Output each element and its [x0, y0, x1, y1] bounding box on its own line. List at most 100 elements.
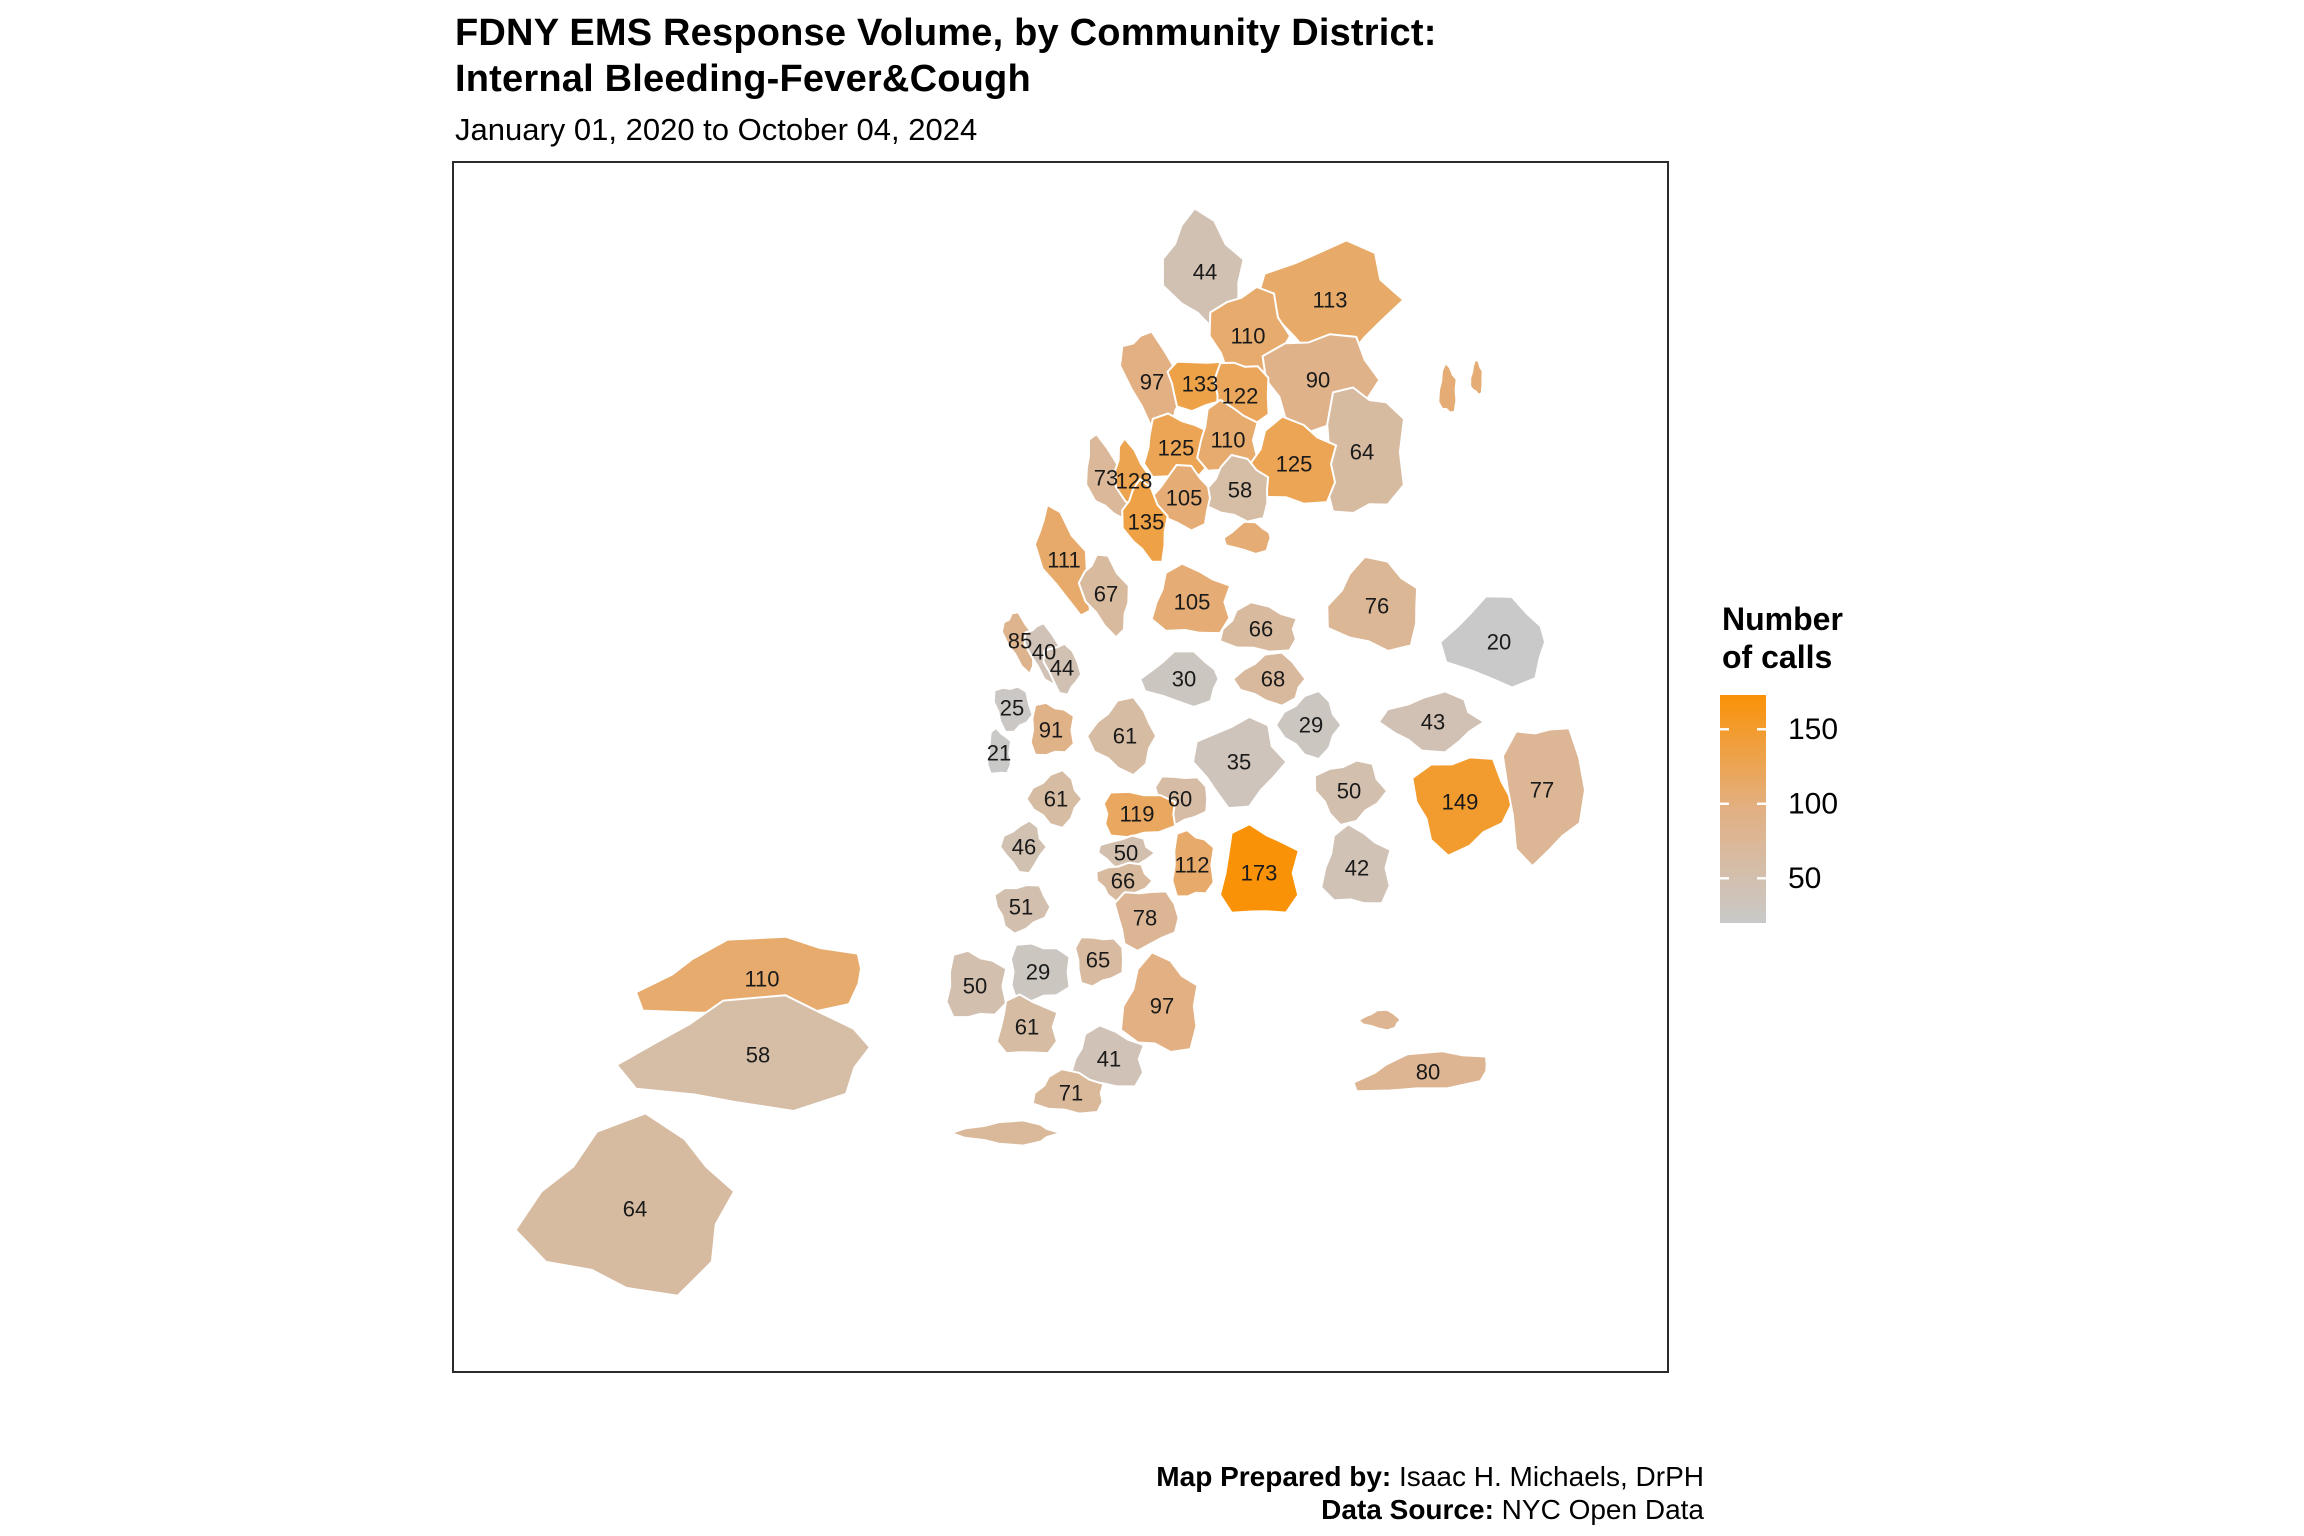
- district-shape: [1150, 562, 1232, 635]
- district-label: 61: [1113, 724, 1137, 749]
- figure-footer: Map Prepared by: Isaac H. Michaels, DrPH…: [1156, 1460, 1704, 1526]
- district-label: 122: [1222, 384, 1259, 409]
- district-shape: [1411, 756, 1514, 857]
- district-label: 133: [1182, 372, 1219, 397]
- legend-title-line1: Number: [1722, 601, 1843, 637]
- district-label: 46: [1012, 835, 1036, 860]
- district-label: 30: [1172, 667, 1196, 692]
- islet-shape: [950, 1119, 1061, 1147]
- footer-prepared-label: Map Prepared by:: [1156, 1461, 1392, 1492]
- district-label: 149: [1442, 790, 1479, 815]
- district-shape: [1029, 701, 1075, 757]
- district-label: 112: [1174, 853, 1209, 878]
- district-label: 64: [623, 1197, 647, 1222]
- district-label: 105: [1166, 486, 1203, 511]
- district-label: 41: [1097, 1047, 1121, 1072]
- district-label: 76: [1365, 594, 1389, 619]
- district-label: 97: [1140, 370, 1164, 395]
- district-label: 91: [1039, 718, 1063, 743]
- footer-prepared-line: Map Prepared by: Isaac H. Michaels, DrPH: [1156, 1460, 1704, 1493]
- district-shape: [1119, 330, 1184, 441]
- district-label: 135: [1128, 510, 1165, 535]
- district-label: 65: [1086, 948, 1110, 973]
- district-shape: [1086, 696, 1158, 777]
- district-shape: [1171, 829, 1215, 898]
- district-shape: [995, 993, 1059, 1055]
- district-shape: [1352, 1050, 1488, 1093]
- district-shape: [1102, 790, 1177, 839]
- district-shape: [514, 1112, 736, 1297]
- district-shape: [1218, 601, 1298, 653]
- district-label: 51: [1009, 895, 1033, 920]
- district-shape: [1501, 727, 1586, 868]
- district-shapes-layer: [514, 207, 1586, 1297]
- district-shape: [1074, 936, 1124, 988]
- figure-title-line2: Internal Bleeding-Fever&Cough: [455, 58, 1031, 100]
- district-shape: [1009, 942, 1071, 1003]
- district-label: 29: [1299, 713, 1323, 738]
- figure-title: FDNY EMS Response Volume, by Community D…: [455, 10, 1437, 102]
- district-label: 67: [1094, 582, 1118, 607]
- district-shape: [615, 994, 871, 1112]
- district-label: 64: [1350, 440, 1374, 465]
- district-label: 78: [1133, 906, 1157, 931]
- district-shape: [1070, 1024, 1145, 1088]
- legend-tick-label: 150: [1788, 713, 1838, 746]
- islet-shape: [1358, 1009, 1402, 1031]
- district-label: 66: [1111, 869, 1135, 894]
- footer-source-line: Data Source: NYC Open Data: [1156, 1493, 1704, 1526]
- district-shape: [1113, 890, 1180, 952]
- district-label: 85: [1008, 629, 1032, 654]
- district-label: 71: [1059, 1081, 1083, 1106]
- district-shape: [1219, 823, 1300, 914]
- district-label: 66: [1249, 617, 1273, 642]
- district-shape: [1025, 769, 1084, 829]
- legend-tick-label: 50: [1788, 862, 1821, 895]
- district-label: 35: [1227, 750, 1251, 775]
- district-shape: [1232, 651, 1307, 707]
- figure-title-line1: FDNY EMS Response Volume, by Community D…: [455, 12, 1437, 54]
- islet-shape: [1223, 521, 1272, 555]
- district-shape: [986, 726, 1013, 775]
- district-label: 61: [1015, 1015, 1039, 1040]
- district-label: 125: [1276, 452, 1313, 477]
- district-label: 50: [963, 974, 987, 999]
- district-label: 111: [1047, 548, 1080, 573]
- district-shape: [1119, 951, 1199, 1053]
- district-label: 60: [1168, 787, 1192, 812]
- footer-prepared-value: Isaac H. Michaels, DrPH: [1391, 1461, 1704, 1492]
- district-label: 125: [1158, 436, 1195, 461]
- district-shape: [1139, 650, 1220, 708]
- district-label: 173: [1241, 861, 1278, 886]
- district-shape: [993, 884, 1052, 935]
- district-label: 20: [1487, 630, 1511, 655]
- district-shape: [1439, 595, 1547, 689]
- district-label: 21: [987, 741, 1011, 766]
- district-label: 110: [1210, 428, 1245, 453]
- district-label: 40: [1032, 640, 1056, 665]
- district-shape: [1192, 715, 1288, 810]
- legend-tick-label: 100: [1788, 787, 1838, 820]
- district-shape: [1377, 690, 1486, 754]
- district-shape: [945, 949, 1008, 1019]
- district-label: 97: [1150, 994, 1174, 1019]
- footer-source-label: Data Source:: [1321, 1494, 1494, 1525]
- district-label: 44: [1050, 656, 1074, 681]
- district-shape: [635, 935, 862, 1017]
- district-label: 73: [1094, 466, 1118, 491]
- district-label: 58: [1228, 478, 1252, 503]
- district-shape: [999, 819, 1048, 875]
- district-shape: [1077, 553, 1130, 639]
- legend-title: Number of calls: [1722, 600, 1843, 676]
- district-shape: [1031, 1068, 1105, 1115]
- district-label: 105: [1174, 590, 1211, 615]
- district-label: 44: [1193, 260, 1217, 285]
- district-label: 42: [1345, 856, 1369, 881]
- district-label: 110: [744, 967, 779, 992]
- district-label: 80: [1416, 1060, 1440, 1085]
- district-shape: [1275, 689, 1343, 761]
- district-label: 113: [1312, 288, 1347, 313]
- district-shape: [1313, 759, 1389, 826]
